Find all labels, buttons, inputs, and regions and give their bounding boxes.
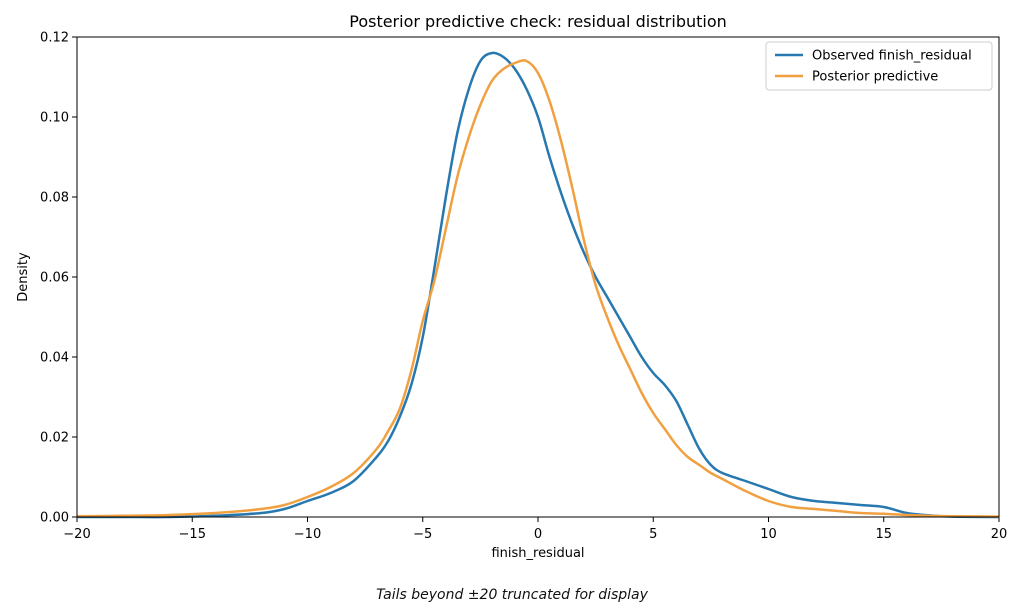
legend-label-observed: Observed finish_residual [812,49,972,64]
y-tick-label: 0.00 [40,511,69,526]
series-layer [76,51,1000,519]
x-tick-label: 0 [534,527,542,542]
x-tick-label: 5 [649,527,657,542]
x-tick-label: 15 [875,527,892,542]
chart-title: Posterior predictive check: residual dis… [349,12,727,31]
x-tick-label: 10 [760,527,777,542]
plot-frame [76,36,1000,518]
y-axis: 0.00 0.02 0.04 0.06 0.08 0.10 0.12 [40,31,77,526]
footnote: Tails beyond ±20 truncated for display [376,587,648,603]
x-tick-label: 20 [991,527,1008,542]
y-tick-label: 0.06 [40,271,69,286]
x-tick-label: −15 [179,527,206,542]
x-tick-label: −20 [63,527,90,542]
legend-label-posterior: Posterior predictive [812,70,938,85]
legend-box [765,41,993,91]
y-axis-label: Density [16,252,31,302]
y-tick-label: 0.02 [40,431,69,446]
x-axis: −20 −15 −10 −5 0 5 10 15 20 [63,517,1007,542]
legend: Observed finish_residual Posterior predi… [765,41,993,91]
y-tick-label: 0.04 [40,351,69,366]
x-tick-label: −5 [413,527,432,542]
y-tick-label: 0.10 [40,111,69,126]
observed-density-line [77,51,1000,519]
y-tick-label: 0.12 [40,31,69,46]
y-tick-label: 0.08 [40,191,69,206]
x-tick-label: −10 [294,527,321,542]
posterior-predictive-line [76,59,1000,518]
x-axis-label: finish_residual [491,546,584,561]
